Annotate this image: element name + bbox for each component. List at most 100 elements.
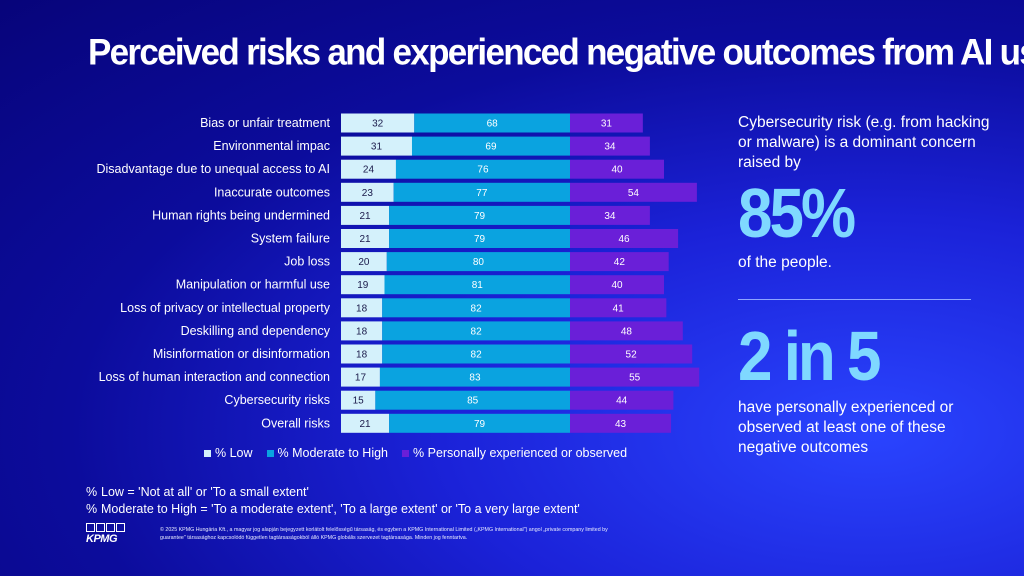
data-label-moderate-high: 76	[477, 165, 489, 176]
category-label: Manipulation or harmful use	[176, 278, 330, 292]
bar-low	[341, 321, 383, 341]
data-label-low: 21	[359, 419, 371, 430]
data-label-moderate-high: 82	[471, 303, 483, 314]
bar-low	[341, 113, 415, 133]
data-label-experienced: 34	[604, 211, 616, 222]
note-low-text: Low = 'Not at all' or 'To a small extent…	[101, 485, 309, 499]
data-label-experienced: 44	[616, 396, 628, 407]
note-moderate-high-text: Moderate to High = 'To a moderate extent…	[101, 502, 580, 516]
bar-moderate-high	[384, 275, 570, 295]
bar-moderate-high	[411, 136, 570, 156]
stat1-outro: of the people.	[738, 254, 832, 271]
bar-low	[341, 344, 383, 364]
category-label: Human rights being undermined	[152, 208, 330, 222]
data-label-moderate-high: 83	[469, 373, 481, 384]
bar-experienced	[570, 252, 669, 272]
bar-experienced	[570, 113, 643, 133]
bar-moderate-high	[382, 344, 570, 364]
data-label-experienced: 55	[629, 373, 641, 384]
data-label-moderate-high: 79	[474, 211, 486, 222]
bar-experienced	[570, 205, 650, 225]
data-label-low: 32	[372, 119, 384, 130]
bar-moderate-high	[389, 205, 570, 225]
bar-moderate-high	[375, 390, 570, 410]
note-low-pct: %	[86, 485, 98, 499]
data-label-low: 20	[358, 257, 370, 268]
kpmg-logo-word: KPMG	[86, 533, 118, 545]
data-label-experienced: 40	[611, 280, 623, 291]
bar-moderate-high	[393, 182, 570, 202]
bar-experienced	[570, 390, 674, 410]
data-label-moderate-high: 81	[472, 280, 484, 291]
category-label: Environmental impac	[213, 139, 330, 153]
bar-moderate-high	[414, 113, 570, 133]
bar-low	[341, 136, 412, 156]
bar-low	[341, 252, 387, 272]
copyright-text: © 2025 KPMG Hungária Kft., a magyar jog …	[160, 527, 608, 541]
kpmg-logo: KPMG	[86, 523, 126, 545]
category-label: Loss of privacy or intellectual property	[120, 301, 331, 315]
legend-swatch-moderate-high	[266, 449, 274, 457]
bar-low	[341, 413, 390, 433]
data-label-experienced: 34	[604, 142, 616, 153]
data-label-moderate-high: 82	[471, 350, 483, 361]
data-label-moderate-high: 77	[476, 188, 488, 199]
category-label: Inaccurate outcomes	[214, 185, 330, 199]
bar-experienced	[570, 367, 700, 387]
bar-low	[341, 298, 383, 318]
category-label: System failure	[251, 232, 330, 246]
stat1-big-number: 85%	[738, 175, 856, 253]
legend-swatch-experienced	[402, 449, 410, 457]
data-label-experienced: 54	[628, 188, 640, 199]
data-label-experienced: 43	[615, 419, 627, 430]
data-label-experienced: 52	[626, 350, 638, 361]
data-label-moderate-high: 69	[485, 142, 497, 153]
category-label: Deskilling and dependency	[181, 324, 331, 338]
data-label-low: 15	[353, 396, 365, 407]
bar-experienced	[570, 182, 697, 202]
bar-experienced	[570, 344, 693, 364]
bar-moderate-high	[389, 229, 570, 248]
bar-low	[341, 182, 394, 202]
bar-low	[341, 275, 385, 295]
bar-experienced	[570, 275, 664, 295]
stat-cybersecurity: Cybersecurity risk (e.g. from hacking or…	[738, 113, 998, 273]
category-label: Disadvantage due to unequal access to AI	[97, 162, 331, 176]
note-low: % Low = 'Not at all' or 'To a small exte…	[86, 484, 580, 501]
legend-label-low: % Low	[215, 446, 253, 460]
bar-experienced	[570, 136, 650, 156]
bar-experienced	[570, 229, 679, 248]
data-label-low: 18	[356, 350, 368, 361]
data-label-moderate-high: 79	[474, 419, 486, 430]
definition-notes: % Low = 'Not at all' or 'To a small exte…	[86, 484, 580, 518]
bar-moderate-high	[395, 159, 570, 179]
kpmg-logo-boxes	[86, 523, 126, 532]
bar-moderate-high	[379, 367, 570, 387]
stat-experienced: 2 in 5 have personally experienced or ob…	[738, 318, 998, 458]
stat2-big-number: 2 in 5	[738, 318, 882, 396]
stat2-text: have personally experienced or observed …	[738, 399, 954, 456]
data-label-experienced: 40	[611, 165, 623, 176]
data-label-low: 23	[362, 188, 374, 199]
bar-low	[341, 159, 396, 179]
page-title: Perceived risks and experienced negative…	[88, 31, 1024, 74]
legend-label-experienced: % Personally experienced or observed	[413, 446, 628, 460]
bar-experienced	[570, 413, 672, 433]
category-label: Bias or unfair treatment	[200, 116, 330, 130]
note-moderate-high-pct: %	[86, 502, 98, 516]
stat-divider	[738, 299, 971, 300]
data-label-experienced: 31	[601, 119, 613, 130]
bar-experienced	[570, 321, 683, 341]
data-label-experienced: 46	[618, 234, 630, 245]
data-label-moderate-high: 82	[471, 326, 483, 337]
chart-legend: % Low % Moderate to High % Personally ex…	[204, 446, 641, 460]
bar-experienced	[570, 159, 664, 179]
data-label-moderate-high: 80	[473, 257, 485, 268]
bar-low	[341, 229, 390, 248]
bar-moderate-high	[382, 321, 570, 341]
data-label-experienced: 42	[614, 257, 626, 268]
data-label-low: 17	[355, 373, 367, 384]
legend-item-low: % Low	[204, 446, 253, 460]
data-label-low: 21	[359, 211, 371, 222]
